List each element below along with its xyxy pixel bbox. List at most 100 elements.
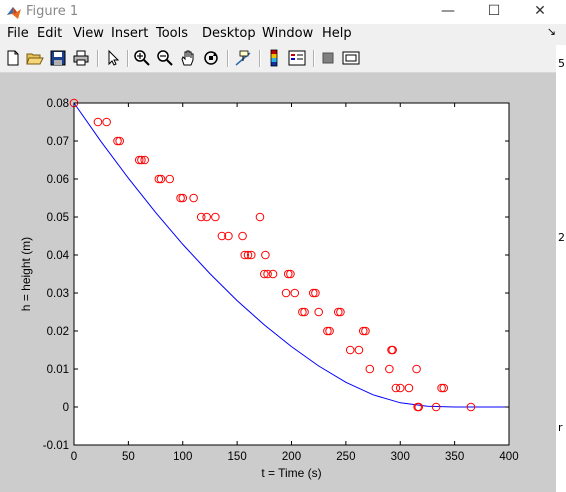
save-figure-icon[interactable]: [49, 49, 67, 67]
data-point-marker: [437, 383, 446, 393]
data-point-marker: [290, 288, 300, 298]
x-tick-label: 150: [228, 451, 247, 463]
data-point-marker: [224, 231, 233, 241]
window-title: Figure 1: [26, 4, 79, 19]
data-point-marker: [361, 326, 370, 336]
y-tick-label: 0.04: [47, 250, 70, 262]
data-point-marker: [308, 288, 318, 298]
data-point-marker: [365, 364, 375, 374]
model-curve-line: [73, 102, 509, 408]
data-point-marker: [314, 307, 323, 317]
data-point-marker: [165, 174, 174, 184]
data-point-marker: [202, 212, 211, 222]
data-point-marker: [323, 326, 332, 336]
data-point-marker: [156, 174, 166, 184]
data-point-marker: [281, 288, 291, 298]
data-point-marker: [176, 193, 185, 203]
data-point-marker: [238, 231, 247, 241]
data-point-marker: [113, 136, 122, 146]
y-tick-label: 0: [63, 402, 69, 414]
menu-file[interactable]: File: [7, 26, 29, 41]
menu-window[interactable]: Window: [262, 26, 314, 41]
menu-help[interactable]: Help: [322, 26, 352, 41]
data-point-marker: [311, 288, 320, 298]
menu-insert[interactable]: Insert: [111, 26, 149, 41]
data-point-marker: [286, 269, 295, 279]
x-tick-label: 400: [499, 451, 518, 463]
data-point-marker: [240, 250, 250, 260]
background-window-edge: 5 2 r: [556, 45, 566, 492]
data-point-marker: [325, 326, 334, 336]
data-point-marker: [395, 383, 405, 393]
data-point-marker: [358, 326, 368, 336]
data-point-marker: [255, 212, 265, 222]
data-point-marker: [354, 345, 364, 355]
toolbar-separator: [97, 50, 99, 67]
menu-desktop[interactable]: Desktop: [202, 26, 256, 41]
data-point-marker: [178, 193, 188, 203]
menu-view[interactable]: View: [73, 26, 104, 41]
data-point-marker: [439, 383, 449, 393]
toolbar-separator: [259, 50, 261, 67]
toolbar-separator: [127, 50, 129, 67]
print-figure-icon[interactable]: [72, 49, 90, 67]
menu-tools[interactable]: Tools: [156, 26, 189, 41]
show-plot-tools-icon[interactable]: [342, 49, 360, 67]
data-point-marker: [102, 117, 111, 127]
axes-background[interactable]: [73, 102, 510, 446]
plot-svg[interactable]: 0 50 100 150 200 250 300 350 400-0.0100.010.020.…: [0, 73, 556, 492]
data-point-marker: [154, 174, 164, 184]
y-tick-label: 0.01: [47, 364, 69, 376]
data-point-marker: [414, 402, 424, 412]
figure-canvas[interactable]: 0 50 100 150 200 250 300 350 400 -0.01 0 0.01 0.02 0.…: [0, 73, 556, 492]
open-file-icon[interactable]: [26, 49, 44, 67]
data-point-marker: [246, 250, 256, 260]
menu-edit[interactable]: Edit: [37, 26, 63, 41]
data-point-marker: [391, 383, 401, 393]
data-point-marker: [196, 212, 206, 222]
data-point-marker: [298, 307, 307, 317]
maximize-button[interactable]: ☐: [487, 3, 501, 19]
dock-arrow-icon[interactable]: ↘: [546, 25, 556, 38]
y-tick-label: 0.02: [47, 326, 69, 338]
zoom-out-icon[interactable]: [156, 49, 174, 67]
data-point-marker: [134, 155, 144, 165]
data-point-marker: [404, 383, 414, 393]
close-button[interactable]: ✕: [534, 3, 546, 19]
marker-layer: [69, 98, 476, 412]
data-point-marker: [466, 402, 476, 412]
hide-plot-tools-icon[interactable]: [319, 49, 337, 67]
figure-toolbar: [0, 45, 566, 73]
menu-bar: File Edit View Insert Tools Desktop Wind…: [0, 24, 566, 45]
data-point-marker: [345, 345, 355, 355]
zoom-in-icon[interactable]: [133, 49, 151, 67]
x-tick-label: 200: [282, 451, 301, 463]
data-point-marker: [261, 250, 270, 260]
rotate-3d-icon[interactable]: [202, 49, 220, 67]
data-point-marker: [93, 117, 103, 127]
line-layer: [73, 102, 509, 408]
x-axis-label: t = Time (s): [261, 466, 321, 480]
matlab-logo-icon: [7, 7, 21, 19]
data-point-marker: [431, 402, 441, 412]
y-tick-label: 0.06: [47, 174, 69, 186]
data-point-marker: [217, 231, 227, 241]
pan-hand-icon[interactable]: [179, 49, 197, 67]
new-figure-icon[interactable]: [4, 49, 22, 67]
data-point-marker: [211, 212, 220, 222]
edit-plot-arrow-icon[interactable]: [104, 49, 122, 67]
data-point-marker: [243, 250, 253, 260]
data-point-marker: [140, 155, 149, 165]
y-axis-label: h = height (m): [19, 237, 33, 311]
y-tick-label: 0.05: [47, 212, 69, 224]
y-tick-label: 0.08: [47, 98, 69, 110]
data-point-marker: [189, 193, 198, 203]
data-point-marker: [336, 307, 345, 317]
insert-colorbar-icon[interactable]: [265, 49, 283, 67]
insert-legend-icon[interactable]: [288, 49, 306, 67]
x-tick-label: 350: [445, 451, 464, 463]
minimize-button[interactable]: —: [441, 3, 455, 19]
data-point-marker: [412, 364, 421, 374]
window-title-bar[interactable]: Figure 1 — ☐ ✕: [0, 0, 566, 24]
data-cursor-icon[interactable]: [234, 49, 252, 67]
